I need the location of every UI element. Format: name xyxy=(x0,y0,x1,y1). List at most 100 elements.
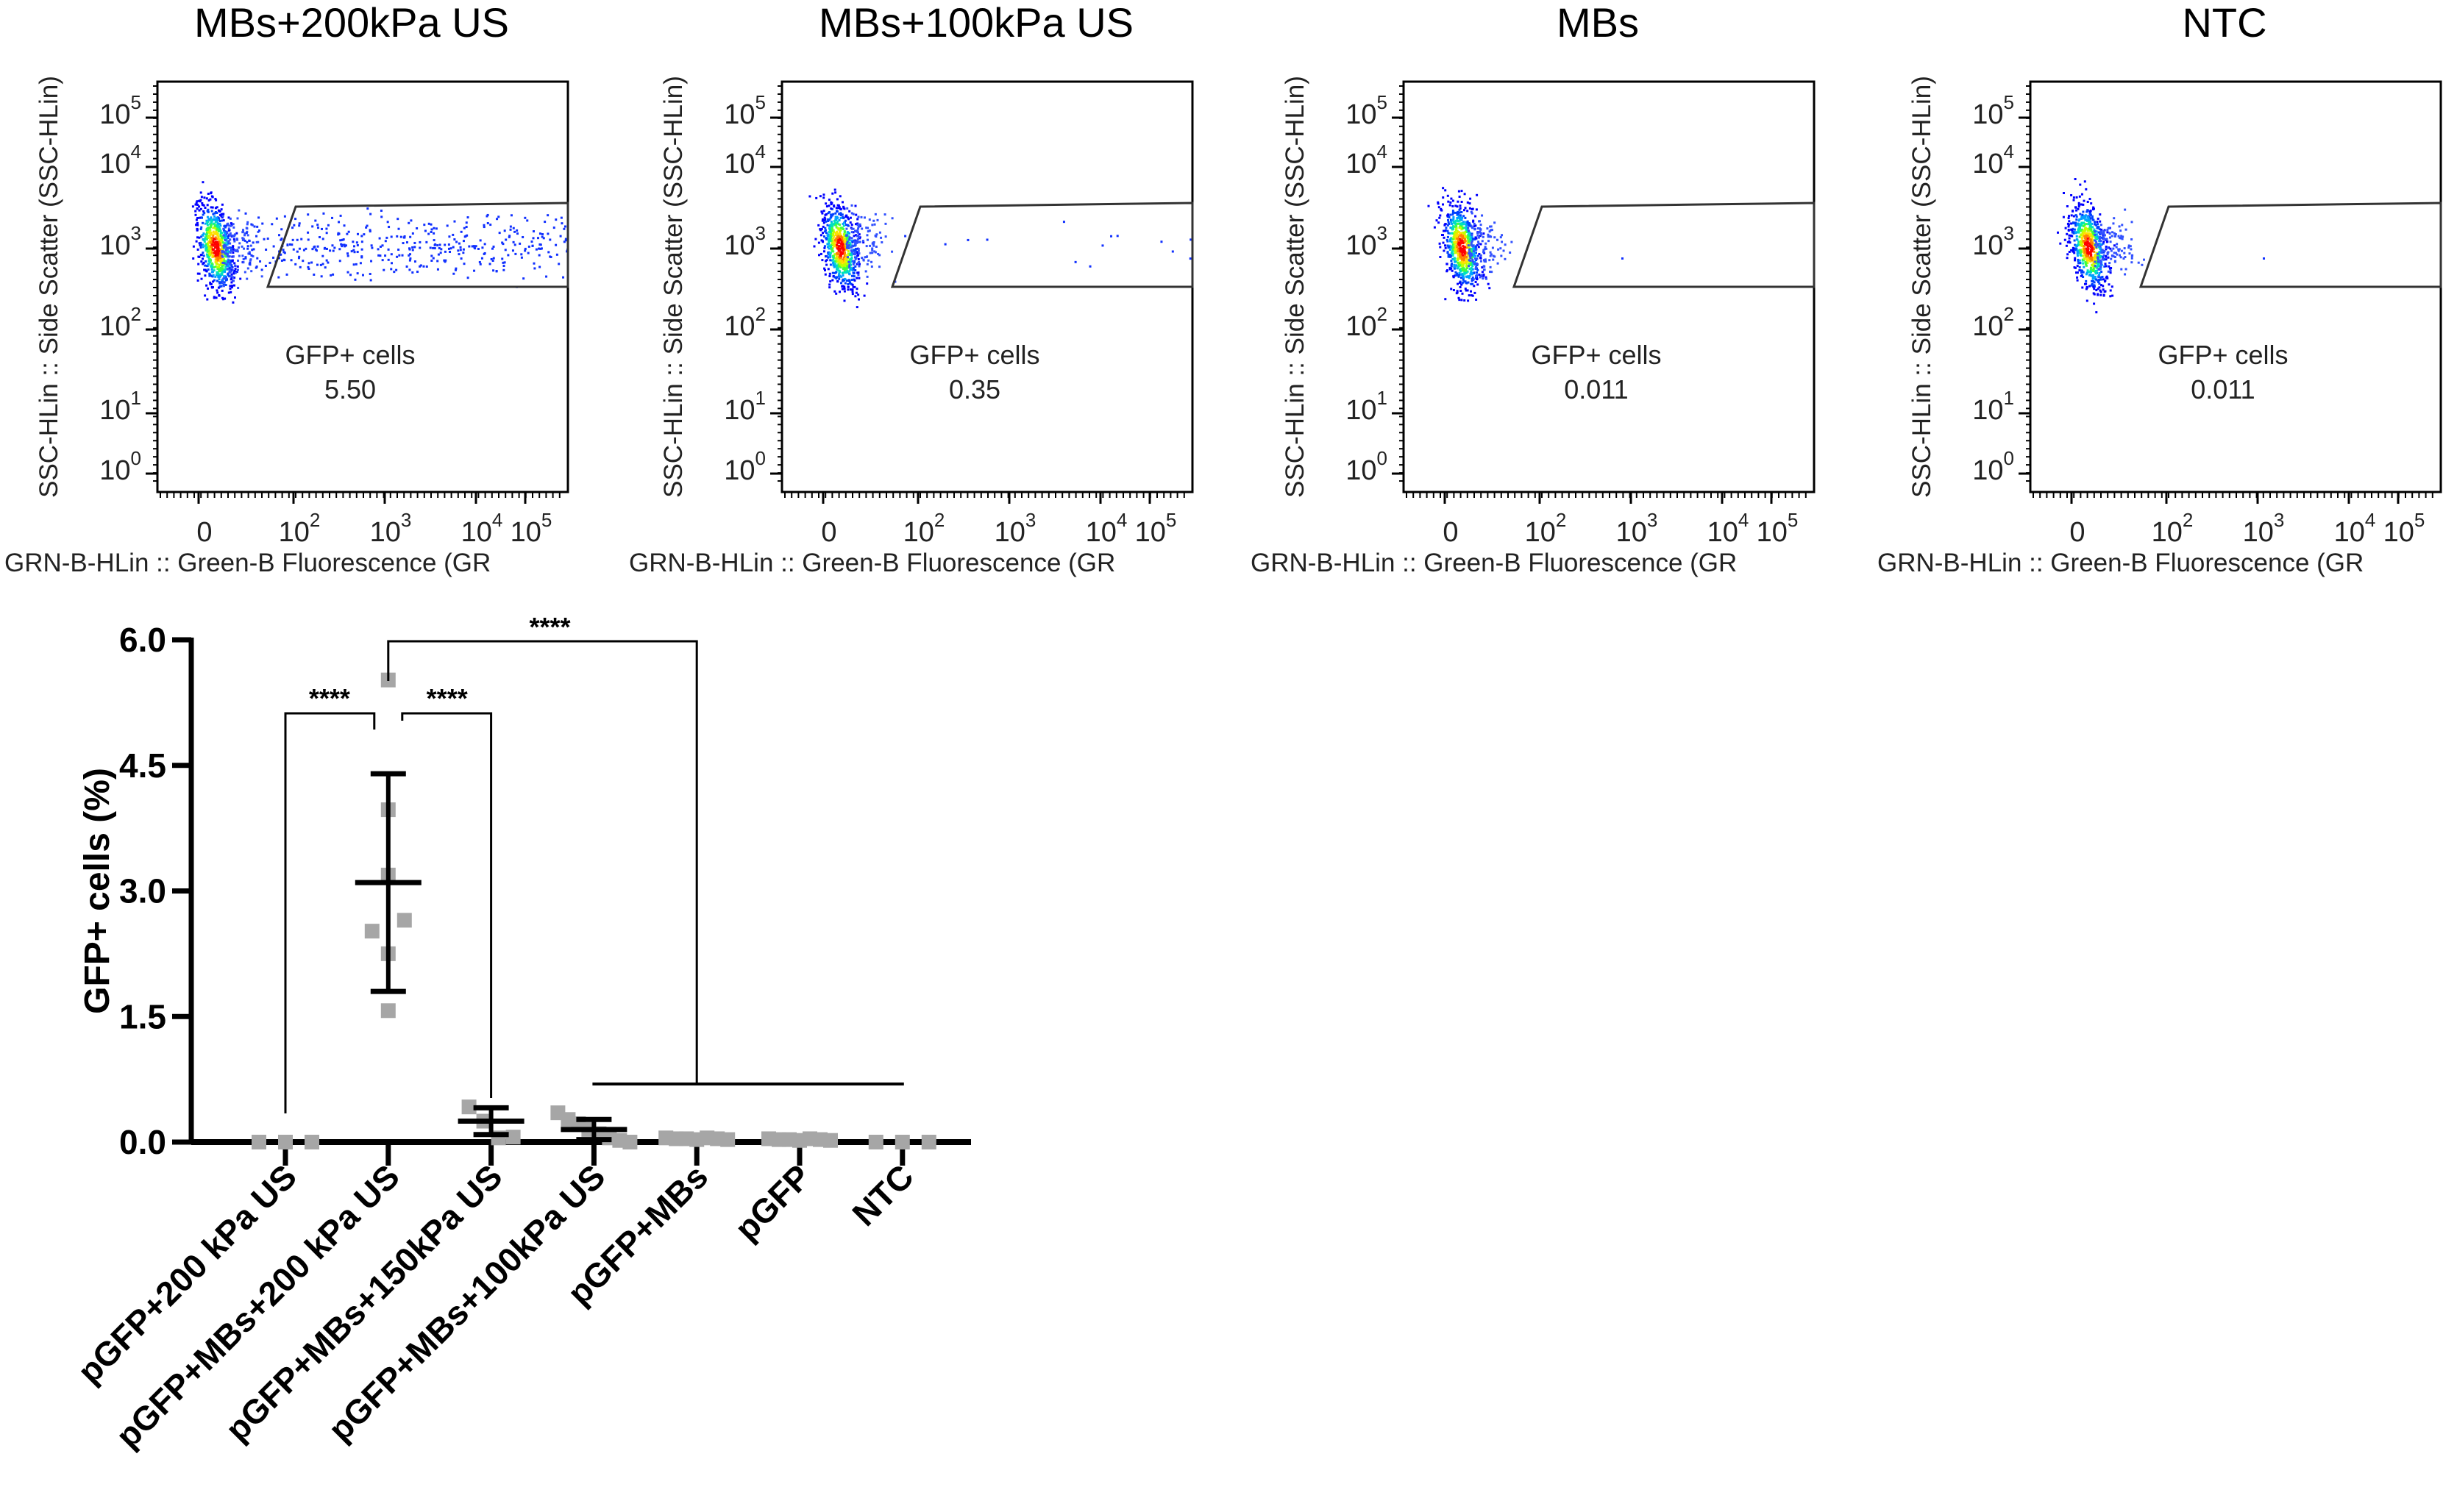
gated-event-dot xyxy=(1074,260,1077,263)
event-dot xyxy=(2090,257,2093,260)
event-dot xyxy=(1435,219,1438,222)
event-dot xyxy=(2072,247,2075,250)
event-dot xyxy=(1442,203,1444,206)
event-dot xyxy=(822,221,825,224)
event-dot xyxy=(2074,214,2077,217)
gated-event-dot xyxy=(555,218,558,221)
event-dot xyxy=(1454,204,1457,207)
event-dot xyxy=(2107,251,2110,254)
event-dot xyxy=(1468,234,1471,237)
event-dot xyxy=(221,215,224,218)
event-dot xyxy=(824,230,826,233)
event-dot xyxy=(219,249,221,252)
event-dot xyxy=(1493,221,1496,224)
y-axis-label: SSC-HLin :: Side Scatter (SSC-HLin) xyxy=(659,76,688,498)
event-dot xyxy=(830,215,833,218)
event-dot xyxy=(210,262,213,265)
gated-event-dot xyxy=(478,260,481,263)
event-dot xyxy=(834,271,837,274)
event-dot xyxy=(2092,262,2095,264)
event-dot xyxy=(833,271,836,274)
event-dot xyxy=(827,252,830,254)
event-dot xyxy=(1454,248,1457,251)
event-dot xyxy=(850,260,853,263)
event-dot xyxy=(2096,237,2099,240)
event-dot xyxy=(1466,220,1469,223)
event-dot xyxy=(2093,288,2096,290)
event-dot xyxy=(829,252,832,254)
event-dot xyxy=(838,259,841,262)
event-dot xyxy=(2090,274,2093,277)
event-dot xyxy=(2092,246,2095,249)
gated-event-dot xyxy=(411,271,414,274)
gated-event-dot xyxy=(350,250,353,253)
event-dot xyxy=(229,288,232,290)
event-dot xyxy=(843,290,846,293)
event-dot xyxy=(1476,268,1479,271)
event-dot xyxy=(220,268,223,271)
event-dot xyxy=(828,275,831,277)
event-dot xyxy=(1451,263,1453,265)
event-dot xyxy=(839,214,842,217)
gated-event-dot xyxy=(432,257,435,260)
event-dot xyxy=(2085,235,2088,238)
event-dot xyxy=(839,248,842,250)
data-point xyxy=(868,1135,883,1149)
event-dot xyxy=(849,242,852,245)
event-dot xyxy=(224,277,227,280)
event-dot xyxy=(2068,215,2070,218)
event-dot xyxy=(2093,302,2096,305)
event-dot xyxy=(834,260,837,263)
event-dot xyxy=(856,238,859,240)
event-dot xyxy=(1472,250,1475,253)
event-dot xyxy=(232,272,235,275)
event-dot xyxy=(839,227,842,229)
event-dot xyxy=(2117,249,2120,252)
event-dot xyxy=(1468,259,1471,262)
event-dot xyxy=(881,241,883,244)
event-dot xyxy=(206,215,209,218)
event-dot xyxy=(2099,239,2102,242)
gated-event-dot xyxy=(531,244,534,247)
event-dot xyxy=(828,247,831,250)
event-dot xyxy=(2119,229,2122,232)
event-dot xyxy=(833,276,836,279)
event-dot xyxy=(219,233,222,236)
event-dot xyxy=(871,249,874,252)
event-dot xyxy=(838,270,841,273)
gated-event-dot xyxy=(307,231,310,234)
event-dot xyxy=(832,232,834,235)
x-tick-label: 102 xyxy=(1525,509,1567,548)
event-dot xyxy=(1473,263,1476,265)
event-dot xyxy=(204,294,207,297)
event-dot xyxy=(1470,243,1473,246)
event-dot xyxy=(1500,254,1503,257)
event-dot xyxy=(846,245,849,248)
event-dot xyxy=(222,298,225,301)
event-dot xyxy=(1470,239,1472,242)
event-dot xyxy=(839,263,842,265)
event-dot xyxy=(834,212,837,215)
event-dot xyxy=(209,250,212,253)
event-dot xyxy=(1456,205,1459,208)
gated-event-dot xyxy=(524,216,527,219)
event-dot xyxy=(203,268,206,271)
event-dot xyxy=(846,240,849,243)
event-dot xyxy=(1448,255,1451,258)
gated-event-dot xyxy=(538,254,541,257)
event-dot xyxy=(231,260,234,263)
event-dot xyxy=(829,254,832,257)
gated-event-dot xyxy=(286,244,289,247)
event-dot xyxy=(226,249,229,252)
event-dot xyxy=(2067,225,2070,228)
event-dot xyxy=(855,256,858,259)
event-dot xyxy=(2102,251,2105,254)
event-dot xyxy=(2109,269,2112,272)
gated-event-dot xyxy=(363,233,366,236)
event-dot xyxy=(1493,236,1496,239)
event-dot xyxy=(1465,271,1468,274)
event-dot xyxy=(854,242,857,245)
y-tick-label: 100 xyxy=(1345,447,1387,486)
event-dot xyxy=(1452,225,1455,228)
event-dot xyxy=(2075,196,2078,199)
